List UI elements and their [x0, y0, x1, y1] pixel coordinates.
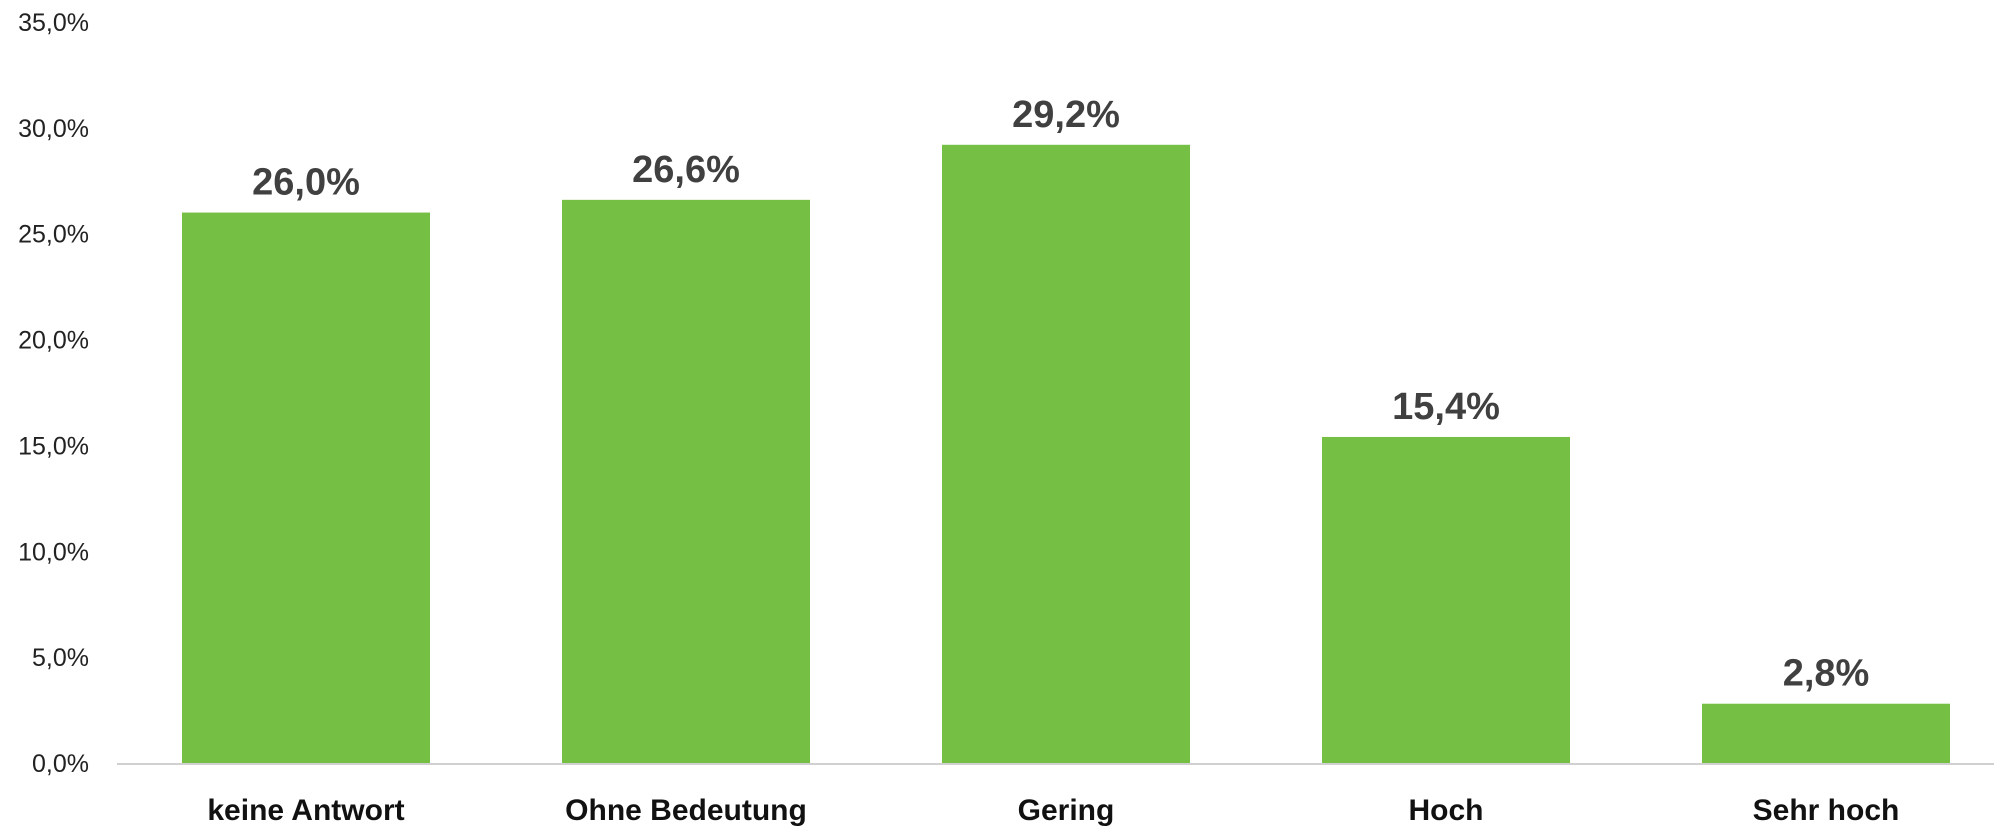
bar: [942, 144, 1190, 763]
data-label: 26,6%: [632, 149, 740, 191]
bar: [182, 212, 430, 764]
data-label: 26,0%: [252, 162, 360, 204]
x-tick-label: Hoch: [1409, 794, 1484, 827]
y-tick-label: 5,0%: [32, 644, 89, 672]
data-label: 15,4%: [1392, 386, 1500, 428]
x-axis-category-labels: keine Antwort Ohne Bedeutung Gering Hoch Seh…: [207, 794, 1899, 827]
y-tick-label: 35,0%: [18, 9, 89, 37]
bar: [562, 199, 810, 764]
y-tick-label: 15,0%: [18, 432, 89, 460]
x-tick-label: Sehr hoch: [1753, 794, 1900, 827]
data-labels-group: 26,0% 26,6% 29,2% 15,4% 2,8%: [252, 94, 1869, 695]
bar: [1702, 703, 1950, 763]
y-axis-tick-labels: 0,0% 5,0% 10,0% 15,0% 20,0% 25,0% 30,0% 35,0%: [18, 9, 89, 778]
x-tick-label: keine Antwort: [207, 794, 404, 827]
data-label: 2,8%: [1783, 653, 1870, 695]
y-tick-label: 0,0%: [32, 750, 89, 778]
y-tick-label: 10,0%: [18, 538, 89, 566]
bars-group: [182, 144, 1950, 764]
y-tick-label: 30,0%: [18, 115, 89, 143]
x-tick-label: Ohne Bedeutung: [565, 794, 807, 827]
y-tick-label: 25,0%: [18, 221, 89, 249]
y-tick-label: 20,0%: [18, 327, 89, 355]
bar: [1322, 436, 1570, 763]
data-label: 29,2%: [1012, 94, 1120, 136]
x-tick-label: Gering: [1018, 794, 1115, 827]
